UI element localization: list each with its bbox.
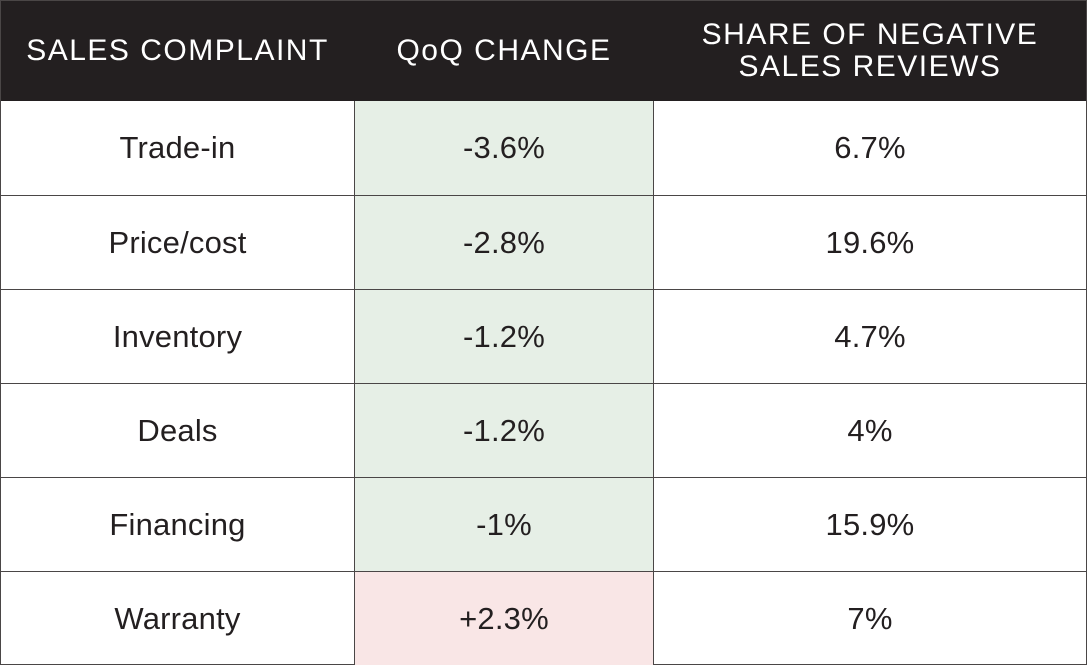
- complaint-cell: Financing: [109, 506, 246, 542]
- qoq-change-cell: -3.6%: [354, 101, 654, 195]
- qoq-change-cell: -1.2%: [354, 290, 654, 383]
- header-sales-complaint: SALES COMPLAINT: [26, 34, 329, 67]
- table-row: Financing -1% 15.9%: [1, 477, 1086, 571]
- share-cell: 7%: [847, 600, 893, 636]
- qoq-change-cell: -1%: [354, 478, 654, 571]
- share-cell: 19.6%: [825, 224, 915, 260]
- complaint-cell: Trade-in: [119, 130, 236, 165]
- header-share-negative-reviews: SHARE OF NEGATIVE SALES REVIEWS: [701, 18, 1039, 83]
- share-cell: 4.7%: [834, 318, 906, 354]
- share-cell: 15.9%: [825, 506, 915, 542]
- complaint-cell: Warranty: [114, 600, 241, 636]
- share-cell: 4%: [847, 412, 893, 448]
- complaint-cell: Inventory: [112, 318, 243, 354]
- complaint-cell: Price/cost: [108, 224, 247, 260]
- qoq-change-cell: +2.3%: [354, 572, 654, 665]
- table-row: Warranty +2.3% 7%: [1, 571, 1086, 665]
- qoq-change-cell: -2.8%: [354, 196, 654, 289]
- header-qoq-change: QoQ CHANGE: [396, 34, 612, 67]
- table-row: Deals -1.2% 4%: [1, 383, 1086, 477]
- table-row: Trade-in -3.6% 6.7%: [1, 101, 1086, 195]
- table-header: SALES COMPLAINT QoQ CHANGE SHARE OF NEGA…: [1, 1, 1086, 101]
- qoq-change-cell: -1.2%: [354, 384, 654, 477]
- table-row: Inventory -1.2% 4.7%: [1, 289, 1086, 383]
- table-row: Price/cost -2.8% 19.6%: [1, 195, 1086, 289]
- share-cell: 6.7%: [834, 130, 906, 165]
- complaint-cell: Deals: [137, 412, 218, 448]
- table-body: Trade-in -3.6% 6.7% Price/cost -2.8% 19.…: [1, 101, 1086, 665]
